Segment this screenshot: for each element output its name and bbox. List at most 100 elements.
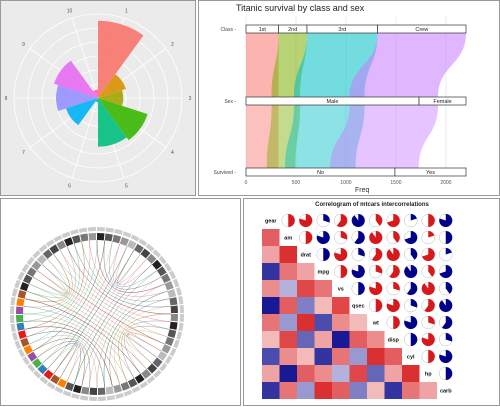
polar-theta-label: 3 bbox=[189, 96, 192, 102]
correlogram-shade-cell bbox=[297, 331, 315, 348]
correlogram-variable-label: drat bbox=[301, 253, 312, 259]
chord-sector bbox=[170, 305, 178, 314]
chord-track bbox=[139, 381, 149, 389]
chord-sector bbox=[16, 314, 24, 323]
chord-sector bbox=[37, 364, 48, 375]
chord-track bbox=[71, 393, 80, 400]
correlogram-pie-cell bbox=[445, 231, 453, 244]
chord-sector bbox=[169, 297, 178, 306]
correlogram-pie-cell bbox=[428, 231, 435, 238]
correlogram-shade-cell bbox=[384, 382, 402, 399]
chord-sector bbox=[104, 233, 113, 242]
correlogram-shade-cell bbox=[262, 365, 280, 382]
correlogram-variable-label: carb bbox=[440, 389, 452, 395]
chord-sector bbox=[134, 373, 145, 384]
chord-sector bbox=[88, 233, 97, 241]
chord-track bbox=[122, 231, 132, 238]
chord-link bbox=[26, 290, 147, 370]
correlogram-variable-label: cyl bbox=[407, 355, 415, 361]
correlogram-pie-cell bbox=[441, 316, 453, 329]
correlogram-shade-cell bbox=[262, 331, 280, 348]
chord-track bbox=[45, 239, 55, 247]
correlogram-shade-cell bbox=[349, 331, 367, 348]
chord-sector bbox=[26, 267, 37, 277]
correlogram-pie-cell bbox=[410, 248, 418, 260]
chord-link bbox=[24, 241, 85, 330]
alluvial-flow bbox=[246, 33, 279, 97]
correlogram-variable-label: wt bbox=[372, 321, 379, 327]
chord-track bbox=[97, 227, 106, 232]
chord-track bbox=[33, 370, 42, 379]
correlogram-variable-label: disp bbox=[388, 338, 400, 344]
chord-sector bbox=[164, 281, 174, 291]
chord-link bbox=[36, 241, 113, 358]
polar-theta-label: 8 bbox=[5, 96, 8, 102]
alluvial-x-tick: 1500 bbox=[390, 180, 401, 186]
correlogram-pie-cell bbox=[393, 316, 400, 329]
chord-link bbox=[32, 276, 158, 358]
chord-track bbox=[159, 362, 168, 372]
chord-sector bbox=[50, 374, 60, 385]
chord-link bbox=[109, 298, 170, 387]
correlogram-variable-label: gear bbox=[265, 219, 277, 225]
chord-track bbox=[105, 227, 115, 233]
chord-sector bbox=[71, 234, 81, 244]
chord-sector bbox=[97, 387, 106, 395]
chord-sector bbox=[97, 233, 105, 241]
chord-track bbox=[138, 238, 148, 247]
chord-link bbox=[29, 335, 98, 389]
polar-bar bbox=[54, 60, 98, 98]
chord-track bbox=[61, 231, 71, 239]
chord-link bbox=[89, 276, 162, 388]
chord-sector bbox=[113, 384, 123, 394]
chord-track bbox=[27, 363, 36, 373]
alluvial-flow bbox=[266, 105, 301, 168]
chord-link bbox=[66, 246, 172, 315]
correlogram-pie-cell bbox=[439, 214, 453, 227]
correlogram-shade-cell bbox=[332, 382, 350, 399]
chord-sector bbox=[23, 344, 33, 355]
correlogram-pie-cell bbox=[422, 248, 435, 261]
correlogram-pie-cell bbox=[323, 214, 330, 223]
correlogram-shade-cell bbox=[262, 382, 280, 399]
correlogram-shade-cell bbox=[279, 246, 297, 263]
correlogram-pie-cell bbox=[334, 248, 348, 261]
chord-track bbox=[98, 396, 107, 401]
correlogram-pie-cell bbox=[351, 214, 365, 227]
polar-grid-spoke bbox=[71, 17, 99, 99]
chord-link bbox=[41, 243, 121, 364]
correlogram-shade-cell bbox=[262, 314, 280, 331]
polar-bar bbox=[95, 98, 98, 103]
correlogram-pie-cell bbox=[404, 231, 418, 244]
chord-track bbox=[38, 244, 48, 253]
correlogram-shade-cell bbox=[262, 229, 280, 246]
correlogram-pie-cell bbox=[445, 282, 453, 294]
correlogram-shade-cell bbox=[314, 348, 332, 365]
chord-track bbox=[153, 369, 162, 378]
correlogram-shade-cell bbox=[332, 365, 350, 382]
correlogram-shade-cell bbox=[279, 382, 297, 399]
correlogram-shade-cell bbox=[297, 263, 315, 280]
correlogram-shade-cell bbox=[262, 263, 280, 280]
polar-bar bbox=[98, 98, 148, 141]
correlogram-pie-cell bbox=[424, 299, 435, 312]
chord-track bbox=[158, 255, 167, 265]
alluvial-chart: Titanic survival by class and sex Freq 0… bbox=[213, 3, 474, 194]
correlogram-shade-cell bbox=[297, 297, 315, 314]
correlogram-shade-cell bbox=[279, 365, 297, 382]
chord-track bbox=[79, 395, 89, 401]
chord-sector bbox=[43, 369, 54, 380]
chord-link bbox=[22, 313, 128, 382]
chord-track bbox=[54, 386, 64, 394]
chord-sector bbox=[169, 321, 178, 330]
chord-track bbox=[14, 340, 22, 350]
correlogram-pie-cell bbox=[428, 316, 435, 325]
correlogram-shade-cell bbox=[297, 365, 315, 382]
chord-sector bbox=[56, 240, 67, 250]
alluvial-x-tick: 500 bbox=[292, 180, 301, 186]
chord-link bbox=[36, 270, 162, 352]
chord-sector bbox=[16, 322, 25, 331]
correlogram-shade-cell bbox=[367, 331, 385, 348]
alluvial-x-tick: 1000 bbox=[340, 180, 351, 186]
